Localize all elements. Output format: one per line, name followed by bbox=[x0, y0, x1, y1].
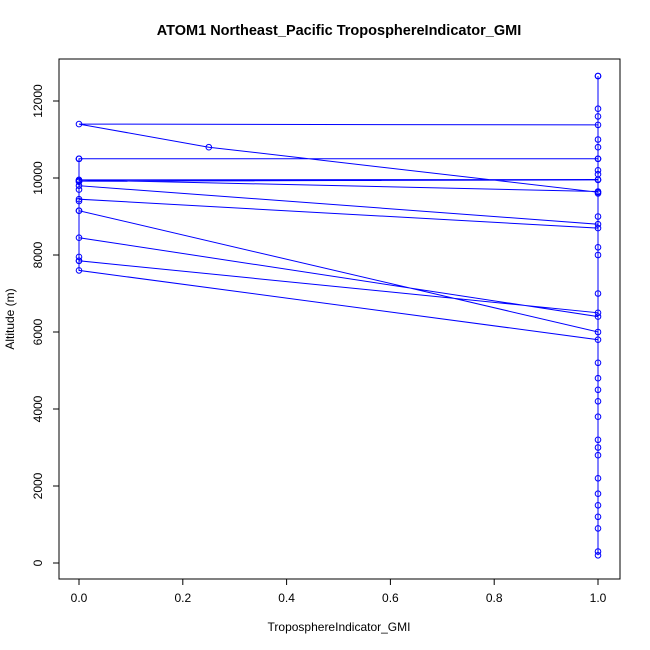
data-point bbox=[594, 251, 602, 259]
data-point bbox=[594, 413, 602, 421]
y-tick-label: 2000 bbox=[31, 472, 45, 499]
x-tick-label: 0.2 bbox=[174, 591, 191, 605]
series-line bbox=[78, 76, 599, 556]
y-tick-label: 10000 bbox=[31, 161, 45, 195]
data-point bbox=[594, 220, 602, 228]
data-point bbox=[594, 155, 602, 163]
x-axis: 0.0 0.2 0.4 0.6 0.8 1.0 bbox=[71, 578, 607, 605]
data-point bbox=[594, 336, 602, 344]
data-point bbox=[594, 113, 602, 120]
data-point bbox=[594, 143, 602, 151]
data-point bbox=[594, 290, 602, 297]
data-point bbox=[594, 386, 602, 394]
y-tick-label: 4000 bbox=[31, 395, 45, 422]
data-point bbox=[594, 167, 602, 174]
y-tick-label: 6000 bbox=[31, 318, 45, 345]
data-point bbox=[594, 213, 602, 220]
data-point bbox=[594, 444, 602, 451]
x-tick-label: 0.6 bbox=[382, 591, 399, 605]
data-point bbox=[594, 548, 602, 555]
chart-title: ATOM1 Northeast_Pacific TroposphereIndic… bbox=[157, 23, 521, 39]
data-point bbox=[205, 143, 213, 151]
data-point bbox=[594, 121, 602, 129]
data-point bbox=[594, 72, 602, 80]
data-point bbox=[75, 253, 83, 261]
y-tick-label: 12000 bbox=[31, 84, 45, 118]
plot-frame bbox=[58, 58, 621, 580]
data-point bbox=[75, 257, 83, 265]
x-tick-label: 0.4 bbox=[278, 591, 295, 605]
data-point bbox=[594, 475, 602, 482]
data-point bbox=[75, 186, 83, 193]
data-point bbox=[594, 451, 602, 459]
data-point bbox=[75, 207, 83, 214]
data-point bbox=[594, 224, 602, 232]
data-point bbox=[75, 197, 83, 205]
data-point bbox=[594, 525, 602, 532]
y-tick-label: 0 bbox=[31, 559, 45, 566]
data-point bbox=[594, 398, 602, 405]
x-tick-label: 0.8 bbox=[486, 591, 503, 605]
data-point bbox=[75, 120, 83, 128]
y-axis: 0 2000 4000 6000 8000 10000 12000 bbox=[31, 84, 60, 566]
data-point bbox=[594, 374, 602, 382]
data-point bbox=[594, 105, 602, 112]
data-point bbox=[75, 176, 83, 184]
data-point bbox=[75, 178, 83, 186]
data-point bbox=[594, 313, 602, 320]
data-point bbox=[594, 502, 602, 509]
data-point bbox=[75, 155, 83, 163]
data-point bbox=[75, 234, 83, 241]
x-tick-label: 0.0 bbox=[71, 591, 88, 605]
data-point bbox=[75, 195, 83, 203]
data-point bbox=[594, 513, 602, 521]
data-point bbox=[594, 170, 602, 178]
data-point bbox=[594, 244, 602, 251]
y-axis-label: Altitude (m) bbox=[3, 288, 17, 349]
data-point bbox=[594, 436, 602, 444]
data-point bbox=[594, 552, 602, 559]
data-point bbox=[594, 136, 602, 143]
data-point bbox=[75, 267, 83, 274]
series-layer bbox=[75, 72, 602, 559]
data-point bbox=[594, 328, 602, 336]
x-tick-label: 1.0 bbox=[590, 591, 607, 605]
y-tick-label: 8000 bbox=[31, 241, 45, 268]
data-point bbox=[594, 359, 602, 367]
data-point bbox=[594, 309, 602, 317]
data-point bbox=[594, 188, 602, 196]
x-axis-label: TroposphereIndicator_GMI bbox=[268, 620, 411, 634]
data-point bbox=[594, 490, 602, 498]
